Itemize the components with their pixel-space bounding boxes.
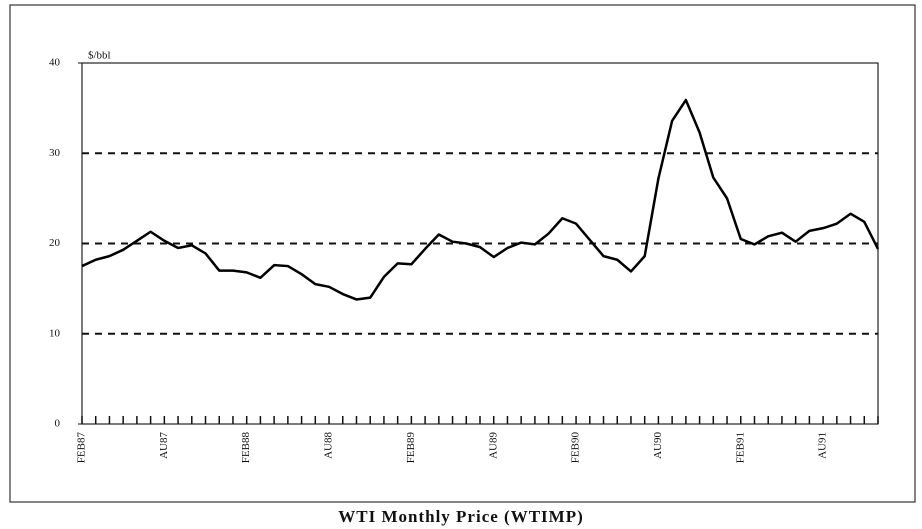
x-tick-label: FEB87 (76, 432, 88, 464)
y-tick-label: 20 (49, 237, 61, 249)
y-tick-label: 10 (49, 327, 61, 339)
x-tick-label: AU87 (158, 432, 170, 459)
x-tick-label: FEB90 (570, 432, 582, 464)
x-tick-label: AU90 (652, 432, 664, 459)
outer-frame (9, 4, 916, 503)
x-tick-label: FEB88 (240, 432, 252, 464)
x-tick-label: AU88 (323, 432, 335, 459)
x-tick-label: FEB91 (734, 432, 746, 463)
line-series (81, 98, 880, 301)
y-tick-label: 30 (49, 147, 61, 159)
x-tick-label: AU89 (487, 432, 499, 459)
x-tick-label: FEB89 (405, 432, 417, 464)
x-tick-label: AU91 (817, 432, 829, 459)
chart-title: WTI Monthly Price (WTIMP) (338, 507, 584, 526)
y-axis-label: $/bbl (88, 50, 111, 62)
y-tick-label: 0 (55, 418, 61, 430)
y-tick-label: 40 (49, 57, 61, 69)
